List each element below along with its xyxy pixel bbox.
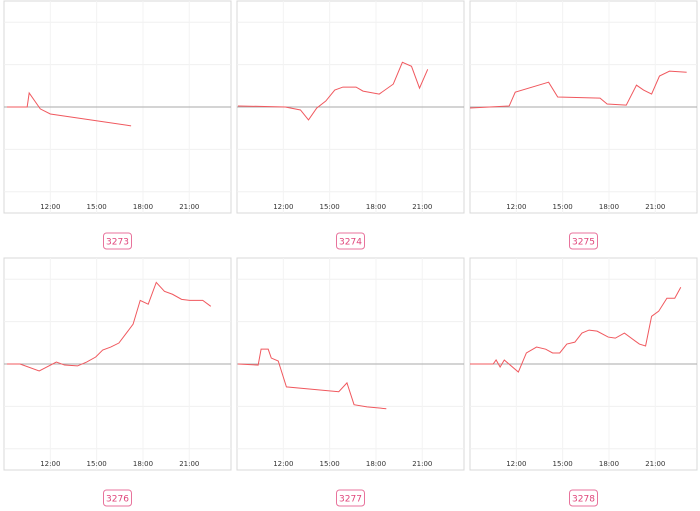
code-label[interactable]: 3275 — [572, 238, 595, 248]
x-tick-label: 21:00 — [179, 203, 199, 211]
chart-panel: 12:00 15:00 18:00 21:00 3278 — [469, 257, 698, 507]
code-button[interactable]: 3276 — [103, 489, 132, 507]
code-button[interactable]: 3278 — [569, 489, 598, 507]
chart-panel: 12:00 15:00 18:00 21:00 3277 — [236, 257, 465, 507]
code-button-frame[interactable] — [569, 232, 598, 250]
code-label[interactable]: 3277 — [339, 495, 362, 505]
x-tick-label: 18:00 — [133, 460, 153, 468]
code-label[interactable]: 3273 — [106, 238, 129, 248]
price-line — [469, 70, 687, 109]
price-line — [237, 61, 429, 121]
x-tick-label: 18:00 — [366, 460, 386, 468]
code-button-frame[interactable] — [103, 232, 132, 250]
x-tick-label: 21:00 — [179, 460, 199, 468]
code-button[interactable]: 3274 — [336, 232, 365, 250]
x-tick-label: 12:00 — [506, 460, 526, 468]
chart-panel: 12:00 15:00 18:00 21:00 3276 — [3, 257, 232, 507]
x-tick-label: 12:00 — [40, 460, 60, 468]
chart-panel: 12:00 15:00 18:00 21:00 3275 — [469, 0, 698, 250]
x-tick-label: 18:00 — [599, 203, 619, 211]
x-tick-label: 15:00 — [553, 203, 573, 211]
x-tick-label: 21:00 — [645, 203, 665, 211]
x-tick-label: 12:00 — [40, 203, 60, 211]
x-tick-label: 15:00 — [87, 203, 107, 211]
code-button-frame[interactable] — [569, 489, 598, 507]
x-tick-label: 21:00 — [645, 460, 665, 468]
x-tick-label: 15:00 — [87, 460, 107, 468]
x-tick-label: 18:00 — [366, 203, 386, 211]
price-line — [470, 287, 682, 373]
x-tick-label: 15:00 — [320, 203, 340, 211]
code-button[interactable]: 3275 — [569, 232, 598, 250]
x-tick-label: 21:00 — [412, 460, 432, 468]
code-button[interactable]: 3273 — [103, 232, 132, 250]
chart-panel: 12:00 15:00 18:00 21:00 3273 — [3, 0, 232, 250]
code-button-frame[interactable] — [336, 489, 365, 507]
code-label[interactable]: 3278 — [572, 495, 595, 505]
x-tick-label: 21:00 — [412, 203, 432, 211]
x-tick-label: 12:00 — [506, 203, 526, 211]
x-tick-label: 18:00 — [133, 203, 153, 211]
x-tick-label: 15:00 — [553, 460, 573, 468]
x-tick-label: 12:00 — [273, 203, 293, 211]
code-label[interactable]: 3274 — [339, 238, 362, 248]
code-label[interactable]: 3276 — [106, 495, 129, 505]
code-button-frame[interactable] — [336, 232, 365, 250]
x-tick-label: 18:00 — [599, 460, 619, 468]
code-button-frame[interactable] — [103, 489, 132, 507]
code-button[interactable]: 3277 — [336, 489, 365, 507]
price-line — [6, 91, 132, 127]
price-line — [6, 281, 212, 372]
x-tick-label: 15:00 — [320, 460, 340, 468]
price-line — [237, 348, 387, 410]
chart-panel: 12:00 15:00 18:00 21:00 3274 — [236, 0, 465, 250]
x-tick-label: 12:00 — [273, 460, 293, 468]
